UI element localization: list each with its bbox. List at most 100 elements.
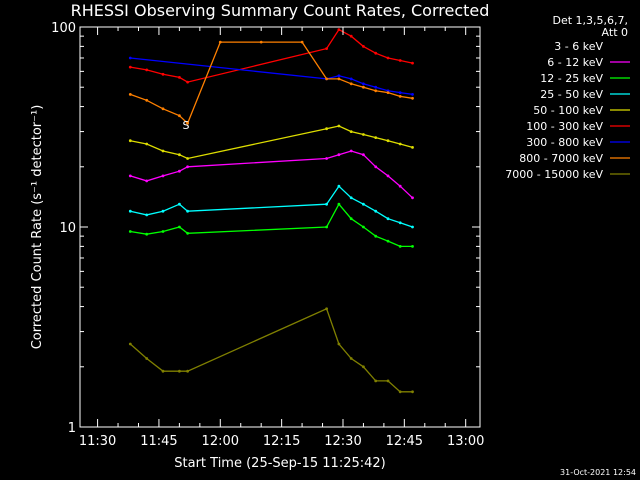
data-point [128,56,132,60]
series-line-4 [130,125,413,160]
y-tick-label: 1 [68,421,76,436]
data-point [317,54,320,57]
data-point [178,202,181,206]
x-tick-label: 11:30 [79,434,116,449]
data-point [386,139,390,143]
data-point [374,165,378,169]
data-point [178,169,181,173]
data-point [362,82,365,86]
data-point [337,153,341,157]
data-point [337,74,341,78]
data-point [325,225,328,229]
legend-label: 300 - 800 keV [526,136,603,149]
data-point [374,85,378,89]
series-line-1 [130,150,413,199]
data-point [374,379,378,383]
data-point [128,230,132,233]
data-point [128,209,132,213]
data-point [128,49,132,53]
legend-label: 50 - 100 keV [533,104,603,117]
data-point [366,49,369,53]
data-point [398,142,402,146]
data-point [362,153,365,157]
legend-label: 3 - 6 keV [554,40,603,53]
data-point [186,209,190,213]
data-point [353,45,357,48]
legend: Det 1,3,5,6,7,Att 03 - 6 keV 6 - 12 keV 12… [505,14,630,181]
data-point [349,82,353,86]
x-tick-label: 12:00 [202,434,239,449]
x-axis-label: Start Time (25-Sep-15 11:25:42) [174,456,385,471]
data-point [411,96,414,100]
data-point [349,196,353,200]
data-point [145,68,149,72]
data-point [145,98,149,102]
legend-label: 7000 - 15000 keV [505,168,603,181]
data-point [145,357,149,360]
data-point [325,77,328,81]
data-point [398,91,402,94]
chart-title: RHESSI Observing Summary Count Rates, Co… [71,1,490,20]
data-point [186,231,190,235]
data-point [362,85,365,89]
data-point [161,48,165,52]
data-point [337,202,341,206]
data-point [161,174,165,178]
y-axis-label: Corrected Count Rate (s⁻¹ detector⁻¹) [30,105,45,350]
data-point [145,213,149,217]
data-point [349,34,353,38]
data-point [161,149,165,153]
data-point [325,202,328,206]
data-point [374,89,378,93]
data-point [186,165,190,169]
data-point [178,225,181,229]
series-line-8 [129,307,413,393]
data-point [218,40,222,44]
legend-label: 100 - 300 keV [526,120,603,133]
data-point [337,28,341,31]
data-point [386,174,390,178]
data-point [186,121,190,125]
data-point [386,56,390,60]
data-point [128,342,132,346]
data-point [411,390,414,394]
plot-area: S [128,28,418,394]
data-point [178,114,181,118]
data-point [386,379,390,383]
data-point [178,47,181,50]
x-tick-label: 12:45 [386,434,423,449]
data-point [386,239,390,243]
data-point [329,32,333,36]
data-point [398,184,402,188]
data-point [349,217,353,221]
data-point [374,136,378,140]
series-line-5 [130,28,413,83]
data-point [259,40,263,44]
data-point [128,139,132,143]
series-line-7 [130,41,413,125]
timestamp: 31-Oct-2021 12:54 [560,468,636,477]
data-point [325,127,328,131]
data-point [325,157,328,160]
data-point [145,232,149,236]
data-point [161,369,165,373]
data-point [161,107,165,111]
data-point [362,45,365,48]
data-point [398,245,402,248]
series-line-0 [130,33,417,67]
data-point [128,65,132,69]
data-point [402,61,406,65]
data-point [362,225,365,229]
data-point [362,202,365,206]
data-point [398,390,402,394]
data-point [411,146,414,149]
data-point [161,209,165,213]
data-point [411,225,414,229]
data-point [374,51,378,55]
legend-header: Att 0 [602,26,628,39]
legend-label: 25 - 50 keV [540,88,603,101]
data-point [325,47,328,50]
data-point [186,80,190,84]
data-point [178,369,181,373]
